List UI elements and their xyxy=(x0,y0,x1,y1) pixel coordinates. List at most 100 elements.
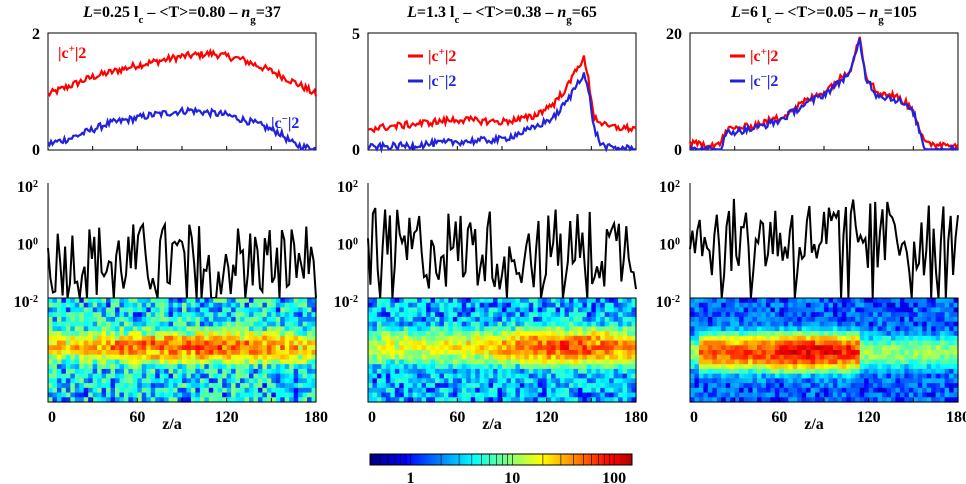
heat-cell xyxy=(307,364,313,370)
heat-cell xyxy=(935,373,941,379)
heat-cell xyxy=(779,364,785,370)
heat-cell xyxy=(119,335,125,342)
heat-cell xyxy=(137,307,143,313)
heat-cell xyxy=(622,392,628,398)
heat-cell xyxy=(123,335,129,342)
heat-cell xyxy=(873,378,879,384)
heat-cell xyxy=(408,359,414,365)
heat-cell xyxy=(385,335,391,342)
heat-cell xyxy=(439,397,445,403)
heat-cell xyxy=(913,354,919,361)
panel-2-title: L=1.3 lc – <T>=0.38 – ng=65 xyxy=(406,4,597,26)
heat-cell xyxy=(461,331,467,337)
heat-cell xyxy=(595,378,601,384)
heat-cell xyxy=(417,373,423,379)
heat-cell xyxy=(484,302,490,309)
heat-cell xyxy=(953,368,959,375)
heat-cell xyxy=(119,326,125,332)
heat-cell xyxy=(591,335,597,342)
heat-cell xyxy=(850,345,856,351)
heat-cell xyxy=(195,340,201,346)
heat-cell xyxy=(435,368,441,375)
colorbar-segment xyxy=(613,454,617,465)
heat-cell xyxy=(600,350,606,356)
heat-cell xyxy=(421,350,427,356)
heat-cell xyxy=(748,302,754,309)
heat-cell xyxy=(403,373,409,379)
heat-cell xyxy=(217,335,223,342)
heat-cell xyxy=(698,350,704,356)
heat-cell xyxy=(940,397,946,403)
heat-cell xyxy=(788,331,794,337)
heat-cell xyxy=(280,345,286,351)
heat-cell xyxy=(190,373,196,379)
heat-cell xyxy=(752,307,758,313)
panel-1-transmission-line xyxy=(47,220,317,299)
heat-cell xyxy=(792,397,798,403)
heat-cell xyxy=(622,378,628,384)
heat-cell xyxy=(435,307,441,313)
heat-cell xyxy=(519,364,525,370)
heat-cell xyxy=(739,345,745,351)
heat-cell xyxy=(92,331,98,337)
heat-cell xyxy=(244,383,250,389)
heat-cell xyxy=(307,312,313,318)
heat-cell xyxy=(586,307,592,313)
heat-cell xyxy=(244,345,250,351)
heat-cell xyxy=(83,387,89,394)
heat-cell xyxy=(832,383,838,389)
heat-cell xyxy=(421,335,427,342)
heat-cell xyxy=(74,392,80,398)
heat-cell xyxy=(810,307,816,313)
heat-cell xyxy=(551,383,557,389)
heat-cell xyxy=(819,331,825,337)
heat-cell xyxy=(275,298,281,304)
heat-cell xyxy=(908,392,914,398)
heat-cell xyxy=(70,359,76,365)
heat-cell xyxy=(940,364,946,370)
heat-cell xyxy=(627,397,633,403)
heat-cell xyxy=(832,350,838,356)
heat-cell xyxy=(577,387,583,394)
heat-cell xyxy=(56,387,62,394)
heat-cell xyxy=(195,359,201,365)
heat-cell xyxy=(855,373,861,379)
heat-cell xyxy=(92,312,98,318)
heat-cell xyxy=(882,340,888,346)
heat-cell xyxy=(403,326,409,332)
heat-cell xyxy=(430,354,436,361)
heat-cell xyxy=(931,312,937,318)
heat-cell xyxy=(311,331,317,337)
heat-cell xyxy=(443,350,449,356)
colorbar-segment xyxy=(448,454,452,465)
heat-cell xyxy=(882,392,888,398)
heat-cell xyxy=(208,326,214,332)
heat-cell xyxy=(877,321,883,327)
heat-cell xyxy=(249,364,255,370)
heat-cell xyxy=(528,354,534,361)
heat-cell xyxy=(792,345,798,351)
heat-cell xyxy=(307,392,313,398)
colorbar-segment xyxy=(601,454,605,465)
heat-cell xyxy=(137,298,143,304)
heat-cell xyxy=(502,378,508,384)
heat-cell xyxy=(213,373,219,379)
heat-cell xyxy=(944,316,950,323)
heat-cell xyxy=(448,392,454,398)
heat-cell xyxy=(551,340,557,346)
heat-cell xyxy=(199,378,205,384)
heat-cell xyxy=(712,326,718,332)
heat-cell xyxy=(877,316,883,323)
heat-cell xyxy=(376,383,382,389)
heat-cell xyxy=(765,345,771,351)
heat-cell xyxy=(555,378,561,384)
heat-cell xyxy=(569,368,575,375)
heat-cell xyxy=(426,340,432,346)
heat-cell xyxy=(83,345,89,351)
heat-cell xyxy=(707,298,713,304)
heat-cell xyxy=(249,354,255,361)
heat-cell xyxy=(748,397,754,403)
heat-cell xyxy=(586,392,592,398)
heat-cell xyxy=(600,326,606,332)
heat-cell xyxy=(582,340,588,346)
